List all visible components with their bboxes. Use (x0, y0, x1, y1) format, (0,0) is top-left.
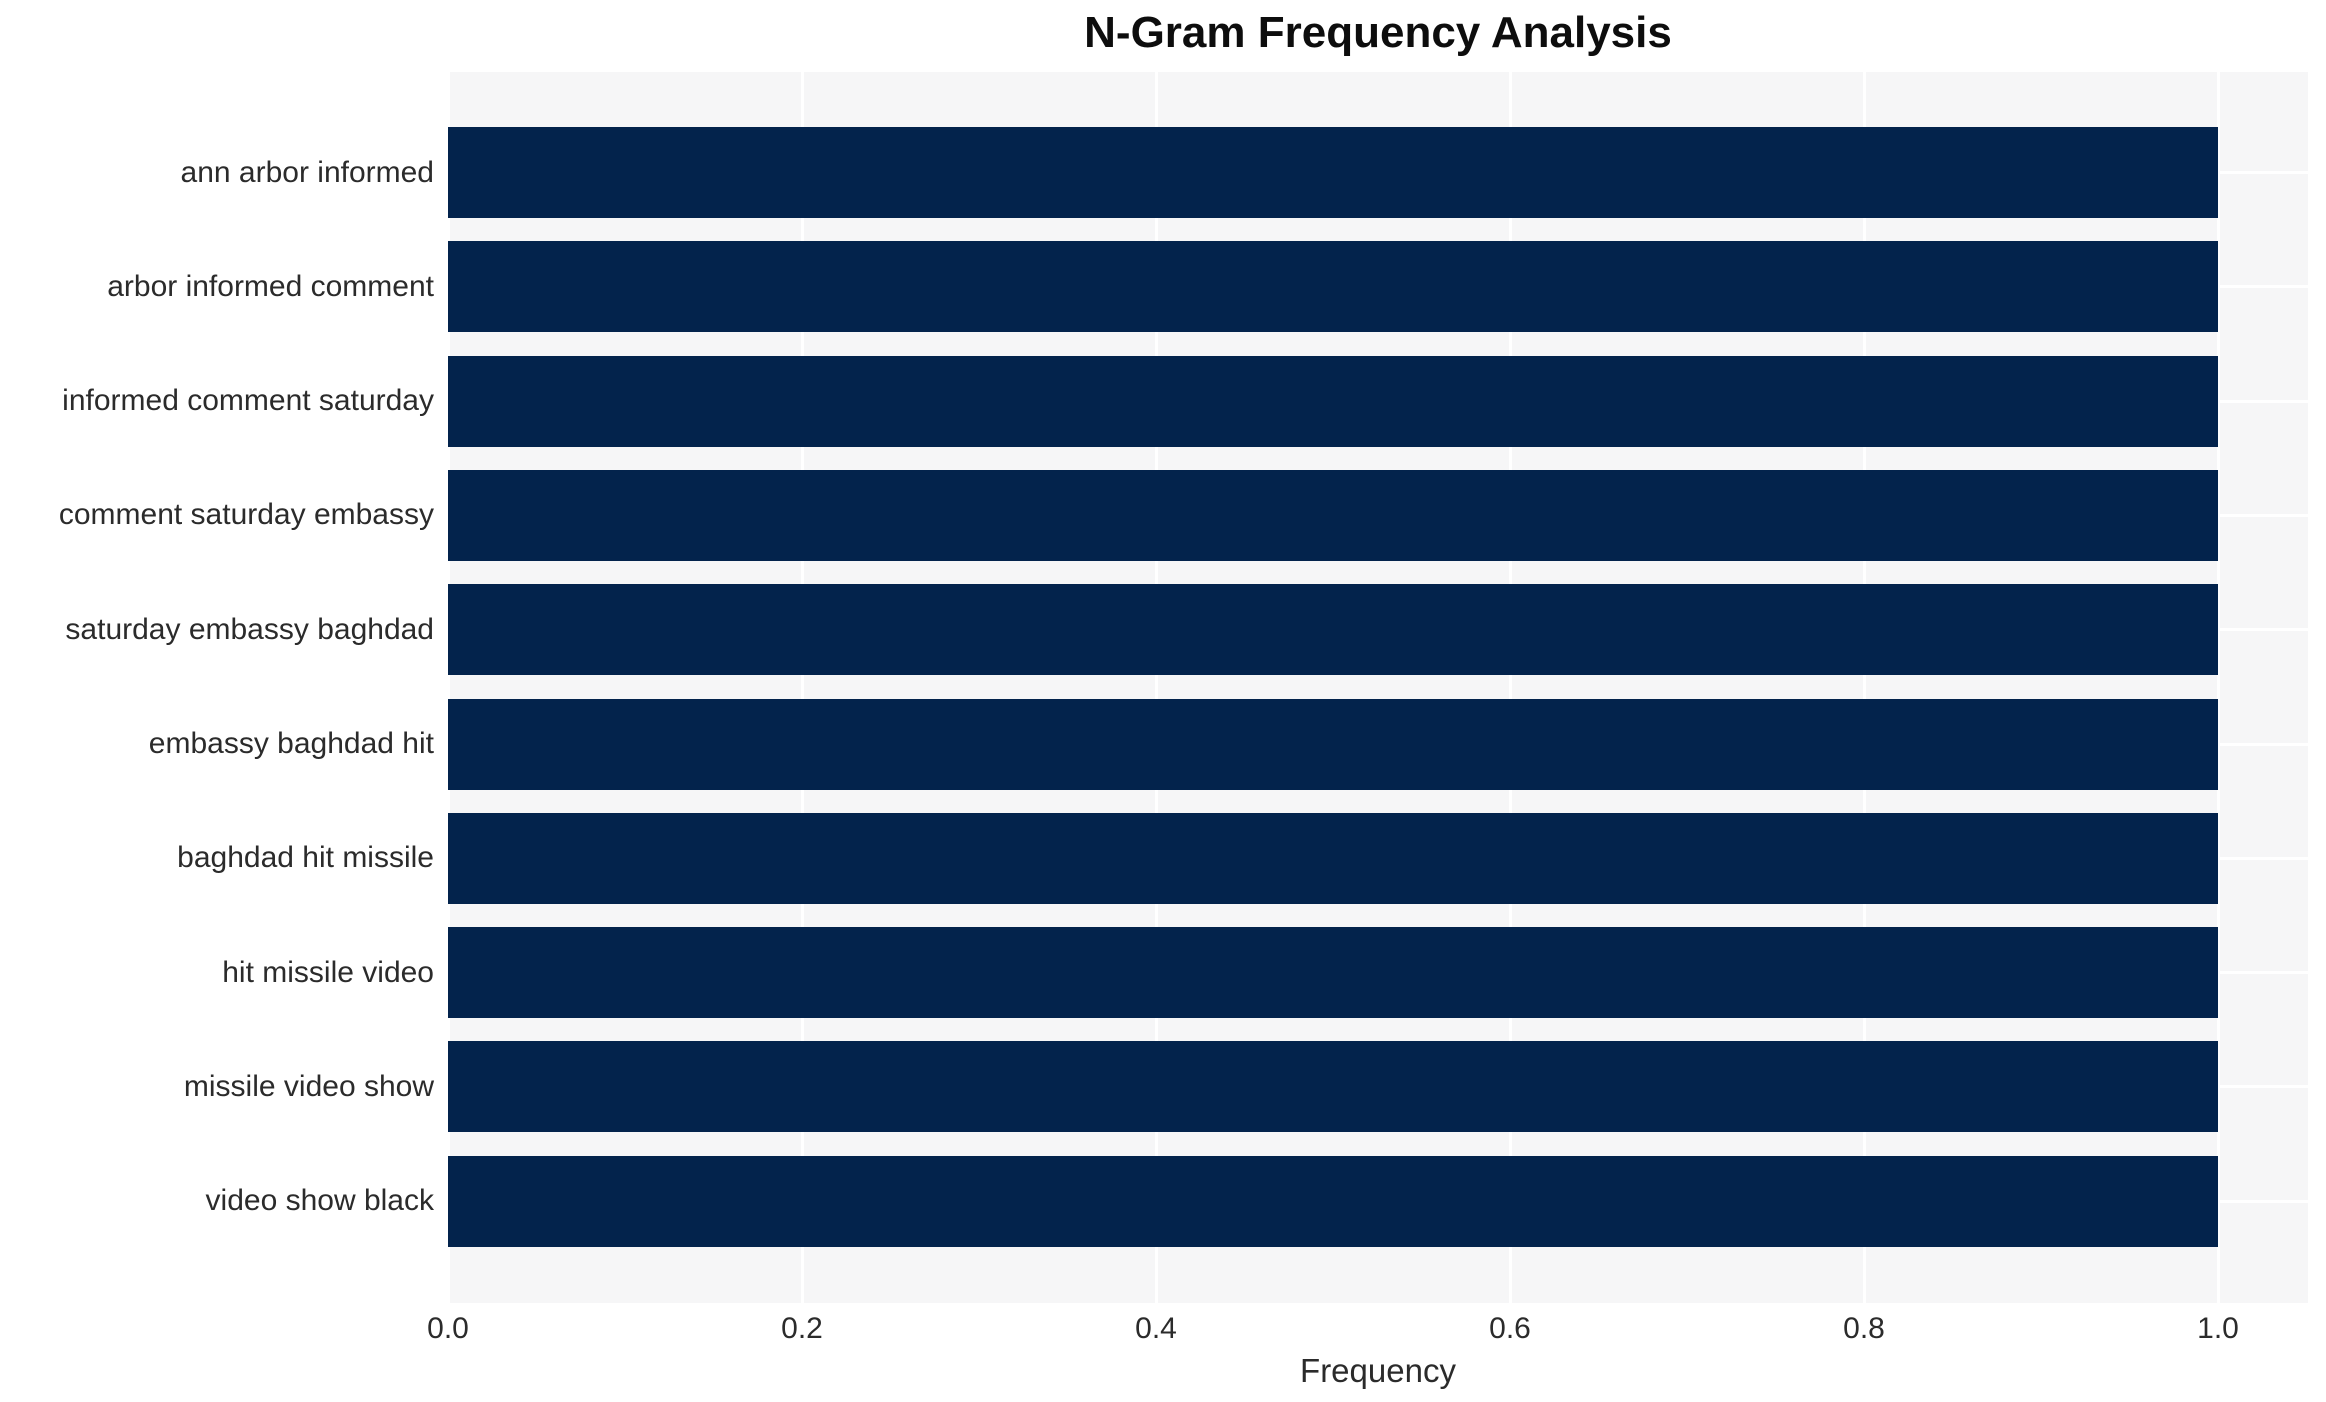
y-tick-label: missile video show (183, 1069, 434, 1103)
gridline-vertical (1508, 72, 1512, 1303)
bar (448, 1041, 2218, 1133)
bar (448, 584, 2218, 676)
bar (448, 812, 2218, 904)
x-axis-title: Frequency (1300, 1352, 1456, 1389)
plot-area (446, 72, 2308, 1303)
gridline-vertical (446, 72, 450, 1303)
y-tick-label: embassy baghdad hit (148, 727, 434, 760)
bar (448, 241, 2218, 333)
gridline-vertical (1862, 72, 1866, 1303)
y-tick-label: ann arbor informed (180, 155, 434, 189)
x-tick-label: 0.4 (1135, 1312, 1177, 1345)
gridline-vertical (2216, 72, 2220, 1303)
bar (448, 698, 2218, 790)
bar (448, 1155, 2218, 1247)
x-tick-label: 0.2 (781, 1312, 823, 1345)
y-tick-label: saturday embassy baghdad (65, 612, 434, 646)
bar (448, 927, 2218, 1019)
y-tick-label: baghdad hit missile (177, 841, 434, 875)
y-tick-label: arbor informed comment (107, 269, 434, 303)
bar (448, 469, 2218, 561)
y-tick-label: informed comment saturday (62, 384, 434, 418)
bar (448, 127, 2218, 218)
bar (448, 355, 2218, 447)
y-tick-label: video show black (205, 1184, 434, 1218)
x-tick-label: 0.8 (1843, 1312, 1885, 1345)
x-tick-label: 0.0 (427, 1312, 469, 1345)
x-tick-label: 0.6 (1489, 1312, 1531, 1345)
gridline-vertical (800, 72, 804, 1303)
x-tick-label: 1.0 (2197, 1312, 2239, 1345)
gridline-vertical (1154, 72, 1158, 1303)
chart-title: N-Gram Frequency Analysis (1084, 8, 1672, 57)
y-tick-label: comment saturday embassy (58, 498, 434, 532)
y-tick-label: hit missile video (222, 955, 434, 989)
